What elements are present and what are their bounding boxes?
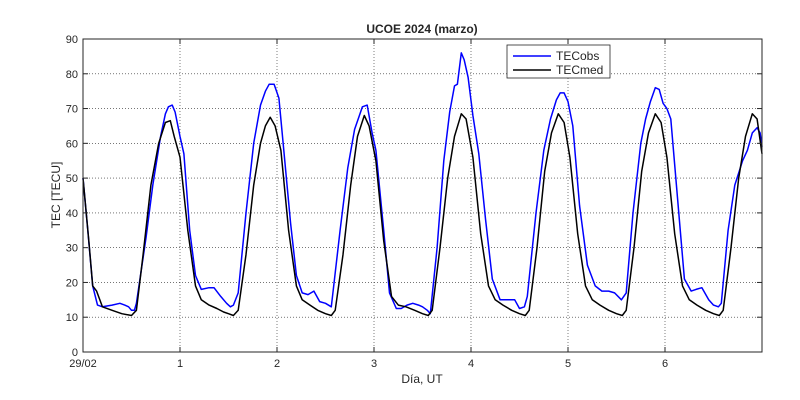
chart-title: UCOE 2024 (marzo) bbox=[366, 22, 477, 36]
legend-label-tecmed: TECmed bbox=[556, 63, 603, 77]
series-line-tecmed bbox=[82, 113, 763, 317]
y-tick-label: 80 bbox=[66, 69, 78, 81]
x-tick-label: 29/02 bbox=[69, 358, 97, 370]
x-tick-label: 4 bbox=[468, 358, 474, 370]
x-tick-label: 2 bbox=[274, 358, 280, 370]
x-axis-label: Día, UT bbox=[401, 372, 443, 386]
legend-label-tecobs: TECobs bbox=[556, 49, 599, 63]
x-tick-labels: 29/02 1 2 3 4 5 6 bbox=[69, 358, 668, 370]
axis-ticks bbox=[82, 38, 762, 353]
x-tick-label: 3 bbox=[371, 358, 377, 370]
grid-lines bbox=[83, 39, 762, 352]
y-tick-label: 40 bbox=[66, 208, 78, 220]
y-tick-label: 30 bbox=[66, 243, 78, 255]
y-tick-labels: 0 10 20 30 40 50 60 70 80 90 bbox=[66, 34, 78, 359]
y-tick-label: 0 bbox=[72, 347, 78, 359]
series-lines bbox=[82, 52, 763, 317]
y-axis-label: TEC [TECU] bbox=[49, 162, 63, 229]
y-tick-label: 70 bbox=[66, 104, 78, 116]
legend: TECobs TECmed bbox=[506, 44, 611, 79]
plot-area bbox=[83, 39, 762, 352]
series-line-tecobs bbox=[82, 52, 763, 315]
y-tick-label: 90 bbox=[66, 34, 78, 46]
x-tick-label: 6 bbox=[662, 358, 668, 370]
plot-frame bbox=[82, 38, 763, 353]
y-tick-label: 10 bbox=[66, 312, 78, 324]
legend-box bbox=[506, 44, 611, 79]
y-tick-label: 50 bbox=[66, 173, 78, 185]
x-tick-label: 5 bbox=[565, 358, 571, 370]
y-tick-label: 60 bbox=[66, 138, 78, 150]
y-tick-label: 20 bbox=[66, 277, 78, 289]
x-tick-label: 1 bbox=[177, 358, 183, 370]
